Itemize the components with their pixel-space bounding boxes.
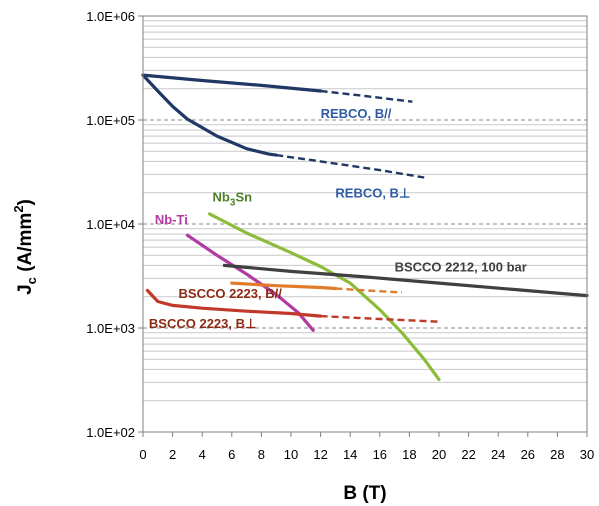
series-label-bscco-2212-100-bar: BSCCO 2212, 100 bar [395, 259, 527, 274]
series-line-bscco-2212-100-bar [222, 263, 589, 298]
y-axis-ticks: 1.0E+02 1.0E+03 1.0E+04 1.0E+05 1.0E+06 [86, 9, 143, 440]
series-projection-bscco-2223-b [320, 314, 440, 323]
x-tick-label: 4 [199, 447, 206, 462]
series-line-bscco-2223-b [230, 281, 337, 291]
x-tick-label: 20 [432, 447, 446, 462]
series-label-bscco-2223-b: BSCCO 2223, B// [179, 286, 283, 301]
x-tick-label: 26 [521, 447, 535, 462]
x-tick-label: 18 [402, 447, 416, 462]
y-axis-title-superscript: 2 [11, 205, 26, 212]
y-axis-title: Jc (A/mm2) [11, 199, 39, 295]
y-axis-title-units: (A/mm [15, 213, 36, 277]
y-tick-label: 1.0E+05 [86, 113, 135, 128]
series-line-rebco-b [141, 73, 323, 93]
y-tick-label: 1.0E+06 [86, 9, 135, 24]
x-tick-label: 10 [284, 447, 298, 462]
y-tick-label: 1.0E+04 [86, 217, 135, 232]
series-projection-rebco-b [320, 89, 413, 103]
series-lines [141, 73, 589, 382]
y-axis-title-close: ) [15, 199, 36, 205]
x-tick-label: 6 [228, 447, 235, 462]
x-tick-label: 22 [461, 447, 475, 462]
y-tick-label: 1.0E+02 [86, 425, 135, 440]
series-label-nb-ti: Nb-Ti [155, 212, 188, 227]
y-axis-title-main: J [15, 284, 36, 295]
x-tick-label: 14 [343, 447, 357, 462]
x-tick-label: 0 [139, 447, 146, 462]
x-tick-label: 12 [313, 447, 327, 462]
x-tick-label: 2 [169, 447, 176, 462]
y-axis-title-subscript: c [24, 277, 39, 284]
y-tick-label: 1.0E+03 [86, 321, 135, 336]
series-line-rebco-b [141, 73, 278, 157]
x-tick-label: 24 [491, 447, 505, 462]
x-tick-label: 16 [373, 447, 387, 462]
series-labels: REBCO, B// REBCO, B⊥ Nb-Ti Nb3Sn BSCCO 2212,… [149, 106, 527, 331]
x-tick-label: 28 [550, 447, 564, 462]
series-label-bscco-2223-b: BSCCO 2223, B⊥ [149, 316, 256, 331]
x-axis-ticks: 0 2 4 6 8 10 12 14 16 18 20 22 24 26 28 30 [139, 432, 594, 462]
series-projection-rebco-b [276, 153, 425, 179]
series-label-rebco-b: REBCO, B⊥ [335, 185, 410, 200]
x-axis-title: B (T) [343, 483, 386, 504]
series-label-nbsn: Nb3Sn [213, 189, 253, 208]
svg-text:Jc (A/mm2): Jc (A/mm2) [11, 199, 39, 295]
x-tick-label: 30 [580, 447, 594, 462]
series-line-bscco-2223-b [145, 288, 323, 318]
series-line-nb3sn [208, 212, 441, 382]
x-tick-label: 8 [258, 447, 265, 462]
series-label-rebco-b: REBCO, B// [321, 106, 392, 121]
